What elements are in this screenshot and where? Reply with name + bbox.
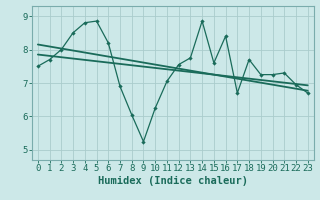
X-axis label: Humidex (Indice chaleur): Humidex (Indice chaleur) (98, 176, 248, 186)
